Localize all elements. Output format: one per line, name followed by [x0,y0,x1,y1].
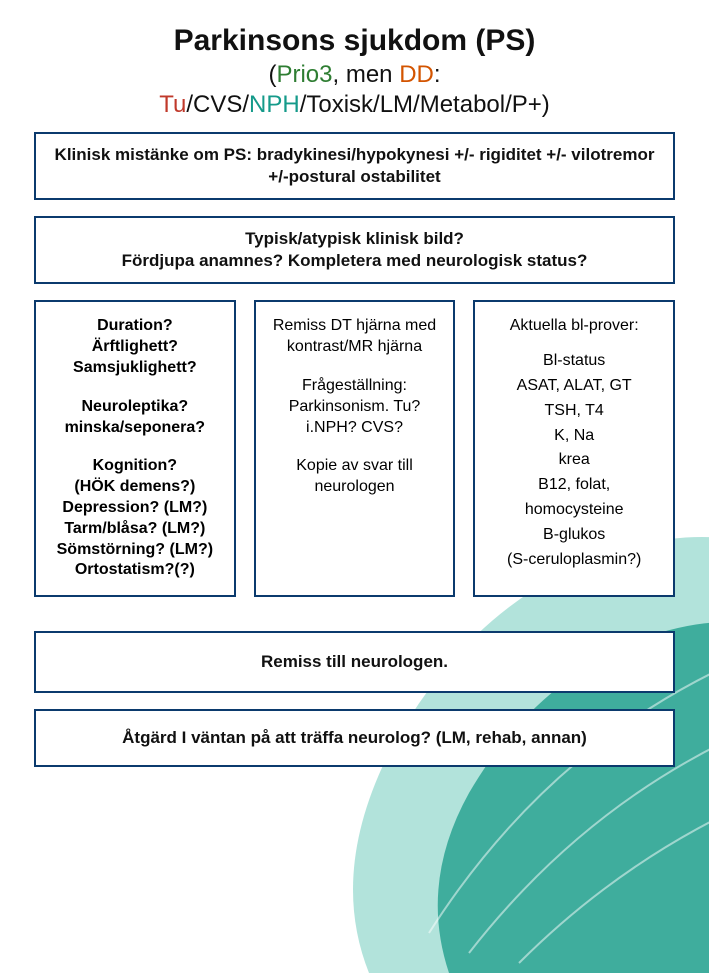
box-referral: Remiss till neurologen. [34,631,675,693]
column-chunk: B-glukos [483,525,665,546]
column-chunk: Kopie av svar till neurologen [264,456,446,498]
column-chunk: Remiss DT hjärna med kontrast/MR hjärna [264,316,446,358]
column-chunk: Neuroleptika?minska/seponera? [44,397,226,439]
col-labs: Aktuella bl-prover: Bl-status ASAT, ALAT, … [473,300,675,597]
subtitle-segment: Tu [159,91,186,118]
subtitle: (Prio3, men DD:Tu/CVS/NPH/Toxisk/LM/Meta… [34,60,675,120]
box-clinical-suspicion: Klinisk mistänke om PS: bradykinesi/hypo… [34,132,675,200]
col-imaging: Remiss DT hjärna med kontrast/MR hjärna F… [254,300,456,597]
column-chunk: ASAT, ALAT, GT [483,376,665,397]
column-chunk: krea [483,450,665,471]
box-clinical-picture: Typisk/atypisk klinisk bild?Fördjupa ana… [34,216,675,284]
column-chunk: Kognition?(HÖK demens?)Depression? (LM?)… [44,456,226,581]
column-chunk: B12, folat, [483,475,665,496]
subtitle-segment: NPH [249,91,300,118]
column-chunk: Duration?Ärftlighett?Samsjuklighett? [44,316,226,378]
column-chunk: Aktuella bl-prover: [483,316,665,337]
page-title: Parkinsons sjukdom (PS) [34,24,675,58]
column-chunk: K, Na [483,426,665,447]
column-chunk: homocysteine [483,500,665,521]
col-anamnesis: Duration?Ärftlighett?Samsjuklighett? Neur… [34,300,236,597]
column-chunk: Bl-status [483,351,665,372]
subtitle-segment: /CVS/ [186,91,249,118]
subtitle-segment: /Toxisk/LM/Metabol/P+) [300,91,550,118]
subtitle-segment: Prio3 [276,61,332,88]
column-chunk: TSH, T4 [483,401,665,422]
subtitle-segment: , men [332,61,399,88]
box-action: Åtgärd I väntan på att träffa neurolog? … [34,709,675,767]
slide-content: Parkinsons sjukdom (PS) (Prio3, men DD:T… [0,0,709,791]
column-chunk: (S-ceruloplasmin?) [483,550,665,571]
subtitle-segment: : [434,61,441,88]
subtitle-segment: DD [399,61,434,88]
three-column-row: Duration?Ärftlighett?Samsjuklighett? Neur… [34,300,675,597]
column-chunk: Frågeställning:Parkinsonism. Tu? i.NPH? … [264,376,446,438]
